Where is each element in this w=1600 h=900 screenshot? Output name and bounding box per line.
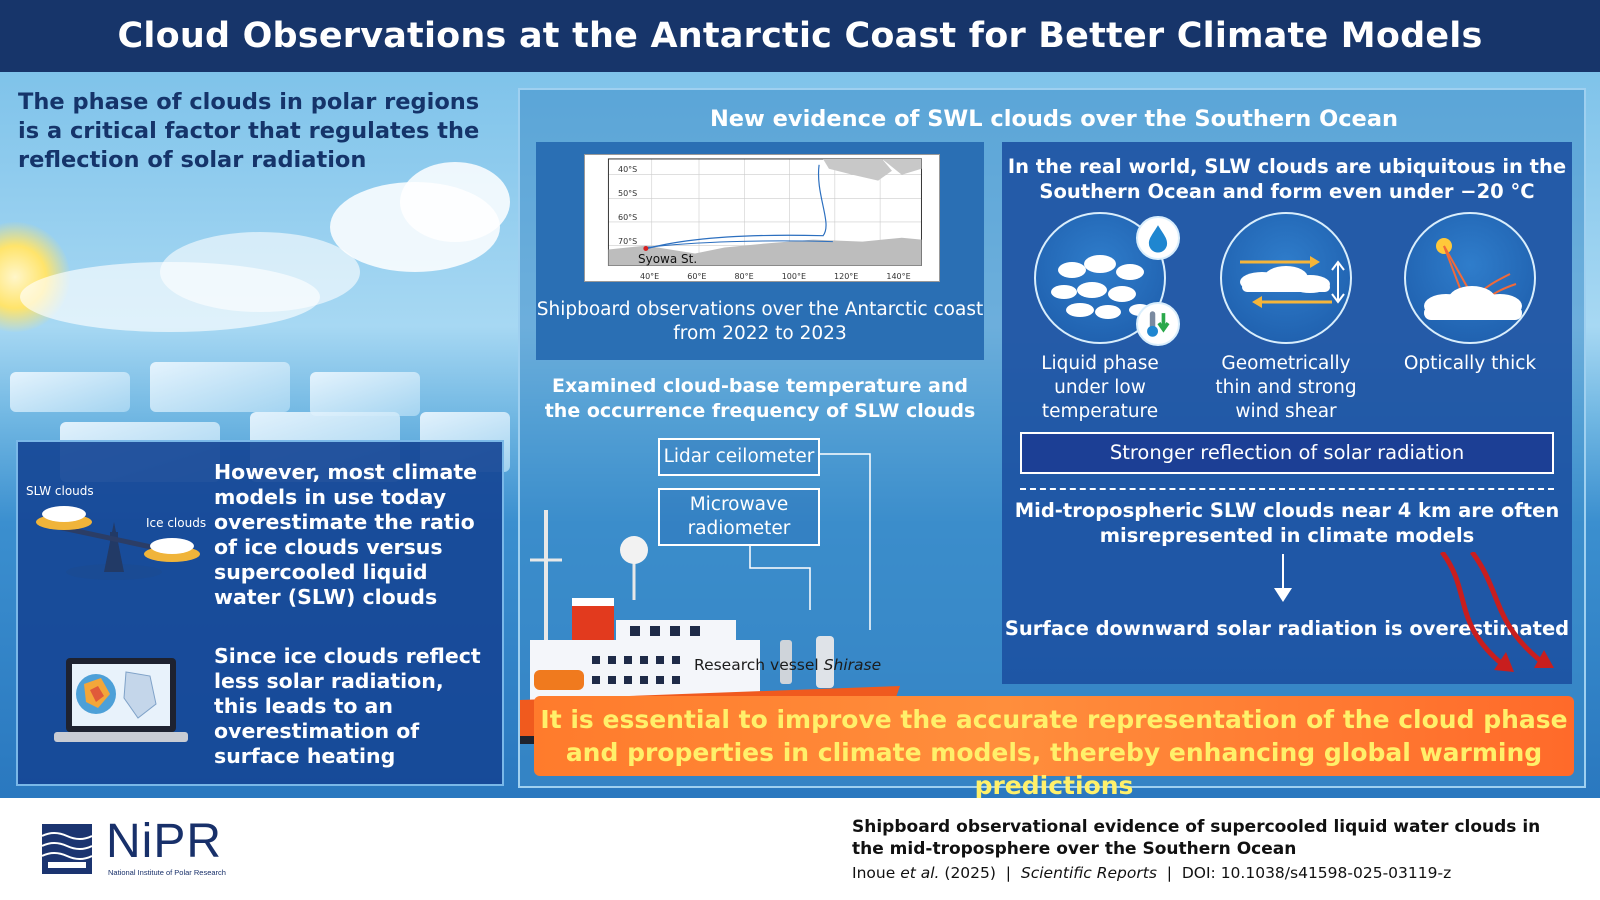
lat-tick: 40°S bbox=[618, 165, 638, 174]
station-label: Syowa St. bbox=[638, 252, 698, 266]
lon-axis-ticks: 40°E 60°E 80°E 100°E 120°E 140°E bbox=[640, 272, 911, 281]
left-info-panel: SLW clouds Ice clouds However, most clim… bbox=[16, 440, 504, 786]
lat-tick: 60°S bbox=[618, 213, 638, 222]
vessel-label: Research vessel Shirase bbox=[694, 656, 881, 674]
lon-tick: 100°E bbox=[781, 272, 807, 281]
citation-etal: et al. bbox=[900, 864, 940, 882]
ice-floe bbox=[150, 362, 290, 412]
ice-floe bbox=[310, 372, 420, 416]
red-radiation-arrows-icon bbox=[1439, 552, 1554, 672]
prop-label-thin: Geometrically thin and strong wind shear bbox=[1215, 353, 1357, 422]
citation-doi: | DOI: 10.1038/s41598-025-03119-z bbox=[1156, 864, 1452, 882]
infographic-scene: The phase of clouds in polar regions is … bbox=[0, 72, 1600, 798]
lat-tick: 70°S bbox=[618, 237, 638, 246]
lat-axis-ticks: 40°S 50°S 60°S 70°S bbox=[618, 158, 678, 254]
prop-label-liquid: Liquid phase under low temperature bbox=[1041, 353, 1159, 422]
droplet-icon bbox=[1136, 216, 1180, 260]
mid-troposphere-text: Mid-tropospheric SLW clouds near 4 km ar… bbox=[1014, 499, 1560, 547]
ice-floe bbox=[10, 372, 130, 412]
nipr-logo-icon bbox=[42, 824, 92, 874]
down-arrow-head-icon bbox=[1274, 588, 1292, 602]
sun-reflection-icon bbox=[1404, 212, 1536, 344]
logo-subtitle: National Institute of Polar Research bbox=[108, 868, 226, 877]
intro-text: The phase of clouds in polar regions is … bbox=[18, 89, 480, 173]
surface-radiation-text: Surface downward solar radiation is over… bbox=[1004, 617, 1570, 640]
logo-text: NiPR bbox=[106, 815, 223, 868]
background-cloud bbox=[160, 232, 360, 312]
wind-shear-icon bbox=[1220, 212, 1352, 344]
thermometer-down-icon bbox=[1136, 302, 1180, 346]
reflection-box: Stronger reflection of solar radiation bbox=[1020, 432, 1554, 474]
examined-text: Examined cloud-base temperature and the … bbox=[544, 375, 976, 422]
lon-tick: 40°E bbox=[640, 272, 660, 281]
citation-journal: Scientific Reports bbox=[1020, 864, 1157, 882]
citation-year: (2025) | bbox=[939, 864, 1021, 882]
lat-tick: 50°S bbox=[618, 189, 638, 198]
footer: NiPR National Institute of Polar Researc… bbox=[0, 798, 1600, 900]
instrument-lidar: Lidar ceilometer bbox=[658, 438, 820, 476]
lon-tick: 120°E bbox=[834, 272, 859, 281]
vessel-name: Shirase bbox=[823, 656, 882, 674]
page-title: Cloud Observations at the Antarctic Coas… bbox=[117, 16, 1483, 56]
lon-tick: 140°E bbox=[886, 272, 911, 281]
real-world-heading: In the real world, SLW clouds are ubiqui… bbox=[1007, 155, 1567, 203]
citation: Inoue et al. (2025) | Scientific Reports… bbox=[852, 864, 1451, 882]
down-arrow-icon bbox=[1282, 554, 1284, 592]
dashed-divider bbox=[1020, 488, 1554, 490]
evidence-panel: New evidence of SWL clouds over the Sout… bbox=[518, 88, 1586, 798]
background-cloud bbox=[400, 162, 510, 242]
vessel-label-prefix: Research vessel bbox=[694, 656, 824, 674]
conclusion-banner: It is essential to improve the accurate … bbox=[534, 696, 1574, 798]
map-box: 40°S 50°S 60°S 70°S 40°E 60°E 80°E 100°E… bbox=[536, 142, 984, 360]
map-caption: Shipboard observations over the Antarcti… bbox=[536, 299, 984, 344]
lon-tick: 80°E bbox=[734, 272, 754, 281]
models-overestimate-text: However, most climate models in use toda… bbox=[214, 460, 478, 609]
citation-authors: Inoue bbox=[852, 864, 896, 882]
cruise-track-map bbox=[584, 154, 940, 282]
instrument-connectors bbox=[749, 453, 871, 630]
laptop-icon bbox=[54, 658, 188, 742]
paper-title: Shipboard observational evidence of supe… bbox=[852, 817, 1541, 859]
prop-label-thick: Optically thick bbox=[1403, 353, 1537, 374]
evidence-title: New evidence of SWL clouds over the Sout… bbox=[709, 106, 1399, 132]
scale-label-slw: SLW clouds bbox=[26, 484, 94, 498]
surface-heating-text: Since ice clouds reflect less solar radi… bbox=[214, 644, 481, 768]
lon-tick: 60°E bbox=[687, 272, 707, 281]
scale-label-ice: Ice clouds bbox=[146, 516, 207, 530]
instrument-radiometer: Microwave radiometer bbox=[658, 488, 820, 546]
balance-scale-icon bbox=[36, 506, 200, 580]
title-banner: Cloud Observations at the Antarctic Coas… bbox=[0, 0, 1600, 72]
real-world-box: In the real world, SLW clouds are ubiqui… bbox=[1002, 142, 1572, 684]
